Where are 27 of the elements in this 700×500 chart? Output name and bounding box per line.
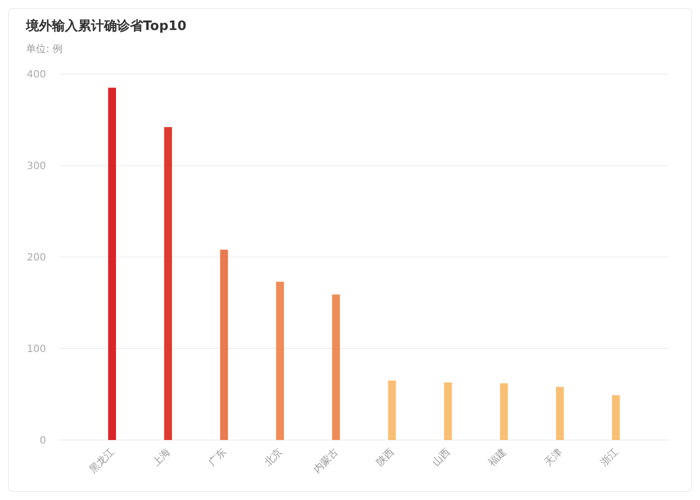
bar	[444, 382, 452, 440]
x-tick-label: 山西	[430, 446, 453, 469]
chart-subtitle: 单位: 例	[26, 43, 63, 55]
bar	[108, 88, 116, 440]
x-tick-label: 黑龙江	[86, 446, 117, 476]
x-tick-label: 天津	[542, 446, 565, 469]
y-tick-label: 200	[26, 252, 46, 264]
x-tick-label: 内蒙古	[310, 446, 341, 476]
bar	[276, 282, 284, 440]
bar	[556, 386, 564, 440]
x-tick-label: 福建	[486, 446, 509, 469]
y-tick-label: 300	[26, 161, 46, 172]
x-tick-label: 上海	[150, 446, 173, 469]
y-tick-label: 100	[26, 344, 46, 355]
bar	[612, 395, 620, 440]
bar	[500, 383, 508, 440]
bar	[164, 127, 172, 440]
chart-title: 境外输入累计确诊省Top10	[25, 18, 186, 34]
x-tick-label: 北京	[262, 446, 285, 469]
x-tick-label: 广东	[206, 446, 229, 469]
bar	[388, 380, 396, 440]
bar	[220, 250, 228, 440]
y-tick-label: 400	[26, 70, 46, 80]
bar	[332, 294, 340, 440]
x-tick-label: 陕西	[374, 446, 397, 469]
y-tick-label: 0	[40, 436, 46, 446]
x-tick-label: 浙江	[598, 446, 621, 469]
